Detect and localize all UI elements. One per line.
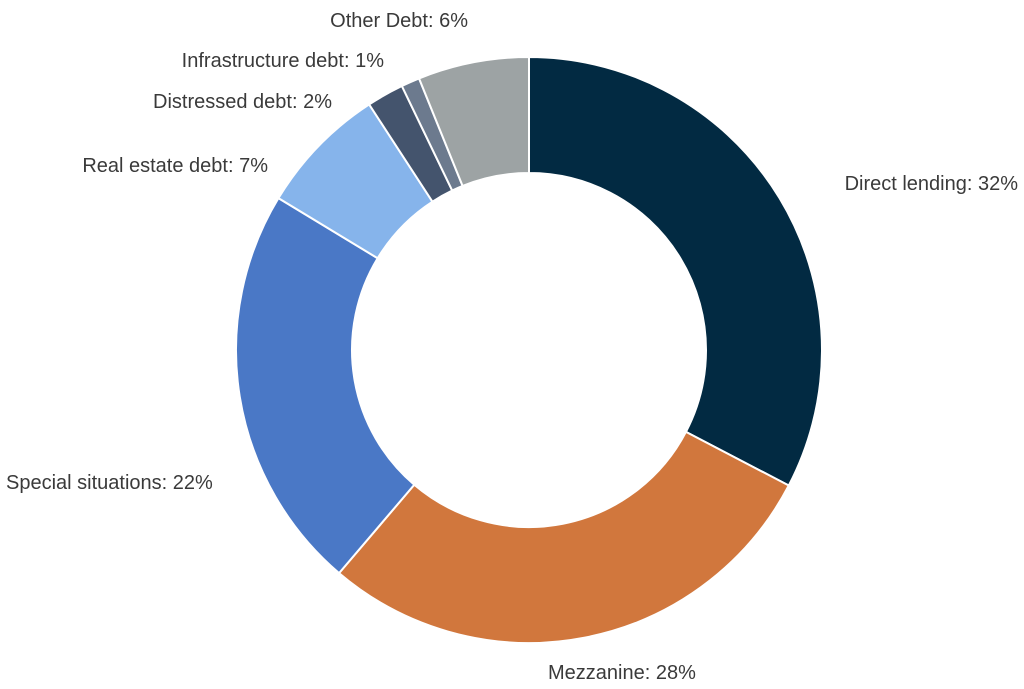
slice-direct-lending [528,55,823,487]
slice-special-situations [235,196,416,575]
label-infrastructure-debt: Infrastructure debt: 1% [182,50,385,72]
labels: Direct lending: 32% Mezzanine: 28% Special… [6,10,1018,684]
slice-other-debt [417,55,530,188]
label-real-estate-debt: Real estate debt: 7% [82,155,268,177]
slices [235,55,823,644]
label-distressed-debt: Distressed debt: 2% [153,91,332,113]
slice-mezzanine [337,430,791,644]
label-special-situations: Special situations: 22% [6,472,213,494]
label-direct-lending: Direct lending: 32% [845,173,1019,195]
label-mezzanine: Mezzanine: 28% [548,662,696,684]
label-other-debt: Other Debt: 6% [330,10,468,32]
